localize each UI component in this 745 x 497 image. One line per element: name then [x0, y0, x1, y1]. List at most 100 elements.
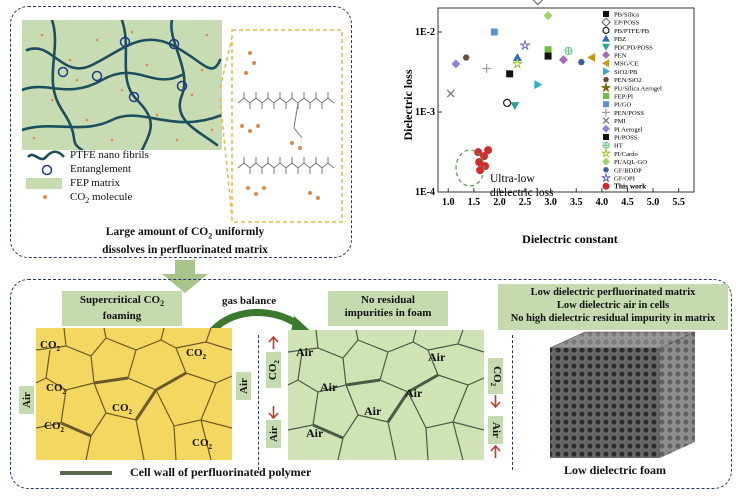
data-point — [534, 80, 543, 90]
x-tick-label: 4.5 — [621, 197, 634, 208]
data-point — [544, 46, 552, 54]
y-tick-label: 1E-2 — [415, 27, 435, 38]
x-axis-label: Dielectric constant — [522, 232, 618, 246]
legend-fibrils-label: PTFE nano fibrils — [70, 149, 149, 161]
data-point-this-work — [484, 146, 493, 155]
x-tick-label: 4.0 — [596, 197, 609, 208]
green-foam-cells — [288, 330, 484, 460]
data-point — [462, 54, 470, 61]
data-point — [587, 53, 596, 63]
fibril-legend-icon — [27, 150, 65, 161]
legend-entry: GF/OPI — [614, 176, 635, 183]
legend-marker — [601, 83, 611, 92]
entanglement-legend-icon — [41, 164, 53, 176]
legend-entry: SiO2/PB — [614, 69, 638, 76]
air-cell-label-3: Air — [320, 380, 338, 394]
air-side-label-left2: Air — [266, 420, 281, 448]
co2-cell-label-6: CO2 — [192, 437, 212, 452]
data-point — [577, 59, 585, 66]
cell-wall-legend-line — [60, 471, 112, 475]
data-point-this-work — [474, 148, 483, 157]
legend-marker — [602, 34, 610, 42]
molecule-legend-dot — [43, 195, 47, 199]
legend-marker — [602, 182, 610, 190]
up-arrow-icon — [268, 336, 279, 349]
data-point — [512, 53, 522, 62]
legend-entry: PI Aerogel — [614, 126, 643, 133]
legend-marker — [602, 157, 610, 166]
data-point — [451, 59, 461, 69]
legend-entry: PBZ — [614, 36, 626, 43]
data-point — [510, 102, 520, 111]
x-tick-label: 5.5 — [672, 197, 685, 208]
foam-cube-image — [549, 331, 696, 458]
legend-marker — [603, 101, 609, 108]
molecular-structure-zoom — [219, 29, 343, 223]
down-arrow-icon — [162, 260, 208, 293]
air-cell-label-1: Air — [296, 345, 314, 359]
legend-marker — [602, 43, 610, 51]
top-left-panel — [10, 6, 352, 258]
data-point — [446, 89, 455, 98]
air-side-label-left: Air — [19, 386, 34, 414]
data-point — [482, 63, 492, 73]
x-tick-label: 2.0 — [493, 197, 506, 208]
air-cell-label-5: Air — [364, 404, 382, 418]
legend-marker — [602, 26, 610, 34]
co2-cell-label-5: CO2 — [44, 420, 64, 435]
y-axis-label: Dielectric loss — [401, 69, 415, 140]
gas-balance-label: gas balance — [222, 295, 277, 307]
co2-cell-label-4: CO2 — [112, 402, 132, 417]
data-point — [532, 0, 544, 6]
legend-marker — [602, 117, 610, 125]
data-point-this-work — [480, 152, 489, 161]
legend-molecule-label: CO2 molecule — [70, 191, 133, 206]
divider-2 — [512, 335, 513, 470]
legend-marker — [602, 141, 610, 149]
yellow-foam-cells — [36, 328, 232, 460]
legend-entry: GF/BDDP — [614, 167, 642, 174]
down-arrow-small-icon — [268, 406, 279, 419]
dielectric-scatter-chart: 1.0 1.5 2.0 2.5 3.0 3.5 4.0 4.5 5.0 5.5 1E-4 1E-3 1… — [401, 0, 695, 246]
ultra-low-highlight — [455, 149, 485, 187]
legend-marker — [602, 59, 609, 68]
co2-side-label-right: CO2 — [488, 358, 503, 394]
low-dielectric-properties-label: Low dielectric perfluorinated matrix Low… — [498, 284, 728, 330]
dissolve-caption: Large amount of CO2 uniformly dissolves … — [102, 226, 268, 257]
co2-cell-label-3: CO2 — [46, 382, 66, 397]
x-tick-label: 2.5 — [519, 197, 532, 208]
data-point-this-work — [476, 166, 485, 175]
legend-marker — [602, 108, 610, 117]
legend-marker — [603, 11, 609, 17]
legend-entry: PI/POSS — [614, 135, 638, 142]
air-cell-label-4: Air — [405, 386, 423, 400]
fibril-network-image — [22, 20, 222, 150]
data-point — [544, 52, 552, 60]
legend-entry: MSG/CE — [614, 61, 639, 68]
x-tick-label: 1.0 — [442, 197, 455, 208]
co2-cell-label-1: CO2 — [40, 339, 60, 354]
legend-entry: PB/PTFE/PB — [614, 28, 650, 35]
legend-entry: PEN — [614, 53, 627, 60]
x-tick-label: 3.5 — [570, 197, 583, 208]
data-point — [512, 58, 523, 69]
data-point — [490, 28, 498, 36]
x-tick-label: 1.5 — [468, 197, 481, 208]
legend-entry: PMI — [614, 118, 626, 125]
matrix-legend-swatch — [26, 178, 62, 189]
air-cell-label-6: Air — [306, 426, 324, 440]
legend-entry: This work — [614, 182, 647, 191]
legend-entry: PEN/POSS — [614, 110, 644, 117]
data-point — [543, 11, 553, 21]
no-residual-label: No residual impurities in foam — [328, 291, 448, 326]
data-point — [564, 46, 573, 55]
cell-wall-label: Cell wall of perfluorinated polymer — [130, 465, 312, 479]
down-arrow-right-icon — [490, 395, 501, 408]
legend-marker — [602, 124, 610, 133]
legend-entry: FEP/PI — [614, 94, 633, 101]
legend-entry: EP/POSS — [614, 20, 640, 27]
legend-marker — [601, 148, 611, 158]
legend-entanglement-label: Entanglement — [70, 163, 132, 175]
co2-side-label-left: CO2 — [266, 352, 281, 388]
legend-marker — [603, 167, 609, 173]
